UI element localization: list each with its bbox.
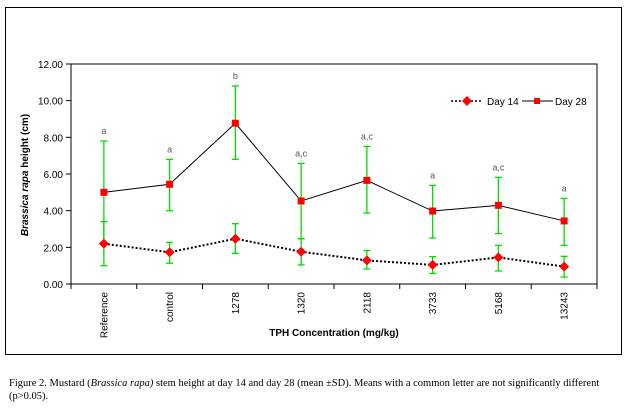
data-point-diamond [230,233,241,244]
data-point-square [560,217,568,225]
significance-label: a,c [295,148,308,158]
y-tick-label: 8.00 [44,133,64,144]
x-tick-label: 1278 [231,292,242,315]
data-point-diamond [559,261,570,272]
x-tick-label: 2118 [362,292,373,314]
x-tick-label: 5168 [494,292,505,315]
y-tick-label: 4.00 [44,207,64,218]
x-tick-label: 13243 [560,292,571,320]
significance-label: a,c [492,162,505,172]
data-point-diamond [361,255,372,266]
significance-label: a [430,170,435,180]
caption-suffix: stem height at day 14 and day 28 (mean ±… [9,378,600,402]
y-tick-label: 10.00 [38,97,63,108]
series-line-day-28 [103,122,565,222]
series-lines [103,122,565,268]
significance-labels: a a b a,c a,c a a,c a [101,71,566,193]
chart: 0.00 2.00 4.00 6.00 8.00 10.00 12.00 Reference… [20,60,598,339]
y-axis-title-italic: Brassica rapa [20,170,31,236]
significance-label: a,c [361,132,374,142]
series-markers [98,119,570,272]
data-point-diamond [427,259,438,270]
y-tick-label: 2.00 [44,243,64,254]
y-axis-title: Brassica rapa height (cm) [20,114,31,236]
data-point-square [363,176,371,184]
data-point-square [100,188,108,196]
y-tick-label: 0.00 [44,280,64,291]
series-line-day-14 [103,237,565,268]
data-point-square [231,119,239,127]
data-point-square [429,207,437,215]
data-point-diamond [164,247,175,258]
x-ticks: Reference control 1278 1320 2118 3733 5168 1324… [70,284,598,339]
x-axis-title: TPH Concentration (mg/kg) [269,328,398,339]
data-point-diamond [98,238,109,249]
data-point-square [494,201,502,209]
data-point-diamond [493,252,504,263]
significance-label: a [562,183,567,193]
significance-label: a [167,144,172,154]
significance-label: b [233,71,238,81]
x-tick-label: Reference [99,292,110,339]
x-tick-label: control [165,292,176,322]
legend-label-day-28: Day 28 [555,97,587,108]
caption-prefix: Figure 2. Mustard ( [9,378,91,389]
figure-frame [5,7,622,355]
x-tick-label: 1320 [297,292,308,315]
y-axis-title-rest: height (cm) [20,114,31,171]
legend: Day 14 Day 28 [451,96,587,108]
data-point-diamond [296,246,307,257]
figure-caption: Figure 2. Mustard (Brassica rapa) stem h… [9,377,624,403]
legend-marker-day-14 [462,96,472,106]
y-tick-label: 12.00 [38,60,63,71]
significance-label: a [101,126,106,136]
caption-italic: Brassica rapa) [90,378,154,389]
legend-label-day-14: Day 14 [487,97,519,108]
y-ticks: 0.00 2.00 4.00 6.00 8.00 10.00 12.00 [38,60,71,291]
legend-marker-day-28 [534,98,540,104]
data-point-square [166,180,174,188]
x-tick-label: 3733 [428,292,439,315]
data-point-square [297,197,305,205]
y-tick-label: 6.00 [44,170,64,181]
